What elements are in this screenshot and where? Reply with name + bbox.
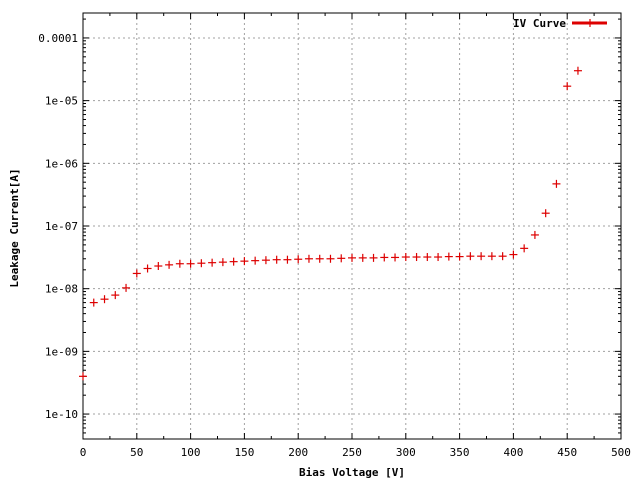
y-tick-label: 1e-10 (45, 408, 78, 421)
x-tick-label: 500 (611, 446, 631, 459)
data-point (165, 260, 174, 269)
data-point (100, 295, 109, 304)
data-point (229, 257, 238, 266)
data-point (391, 253, 400, 262)
x-tick-label: 200 (288, 446, 308, 459)
data-point (498, 252, 507, 261)
data-point (208, 258, 217, 267)
x-tick-label: 450 (557, 446, 577, 459)
legend-marker (586, 19, 594, 27)
data-point (466, 252, 475, 261)
data-point (261, 256, 270, 265)
data-point (444, 252, 453, 261)
data-point (380, 253, 389, 262)
data-point (294, 255, 303, 264)
legend: IV Curve (513, 17, 607, 30)
x-tick-label: 350 (450, 446, 470, 459)
data-point (154, 262, 163, 271)
data-point (434, 253, 443, 262)
data-point (315, 254, 324, 263)
x-tick-label: 250 (342, 446, 362, 459)
data-point (197, 259, 206, 268)
data-point (283, 255, 292, 264)
data-point (175, 259, 184, 268)
data-point (251, 256, 260, 265)
data-point (272, 255, 281, 264)
data-point (573, 66, 582, 75)
data-point (487, 252, 496, 261)
data-point (337, 254, 346, 263)
data-point (455, 252, 464, 261)
data-point (111, 291, 120, 300)
x-tick-label: 0 (80, 446, 87, 459)
data-point (552, 179, 561, 188)
data-point (89, 298, 98, 307)
x-axis-label: Bias Voltage [V] (299, 466, 405, 479)
data-point (520, 244, 529, 253)
data-point (132, 269, 141, 278)
points-layer (79, 66, 582, 381)
data-point (509, 250, 518, 259)
ticks-layer: 0 50 100 150 200 250 300 350 400 450 500 1e-10 1e-09… (38, 13, 631, 459)
data-point (143, 264, 152, 273)
y-tick-label: 0.0001 (38, 32, 78, 45)
y-tick-label: 1e-07 (45, 220, 78, 233)
legend-label: IV Curve (513, 17, 566, 30)
data-point (218, 258, 227, 267)
y-tick-label: 1e-09 (45, 345, 78, 358)
x-tick-label: 50 (130, 446, 143, 459)
x-tick-label: 100 (181, 446, 201, 459)
data-point (530, 230, 539, 239)
y-tick-label: 1e-08 (45, 283, 78, 296)
data-point (563, 82, 572, 91)
x-tick-label: 150 (234, 446, 254, 459)
y-tick-label: 1e-06 (45, 157, 78, 170)
x-tick-label: 300 (396, 446, 416, 459)
data-point (186, 259, 195, 268)
y-axis-label: Leakage Current[A] (8, 168, 21, 287)
data-point (304, 254, 313, 263)
data-point (348, 253, 356, 262)
data-point (326, 254, 335, 263)
data-point (240, 257, 249, 266)
data-point (477, 252, 486, 261)
data-point (369, 253, 378, 262)
data-point (423, 253, 432, 262)
data-point (358, 253, 367, 262)
data-point (541, 209, 550, 218)
x-tick-label: 400 (503, 446, 523, 459)
grid-layer (83, 13, 621, 439)
data-point (79, 372, 87, 381)
data-point (412, 253, 421, 262)
data-point (122, 283, 131, 292)
data-point (401, 253, 410, 262)
y-tick-label: 1e-05 (45, 95, 78, 108)
